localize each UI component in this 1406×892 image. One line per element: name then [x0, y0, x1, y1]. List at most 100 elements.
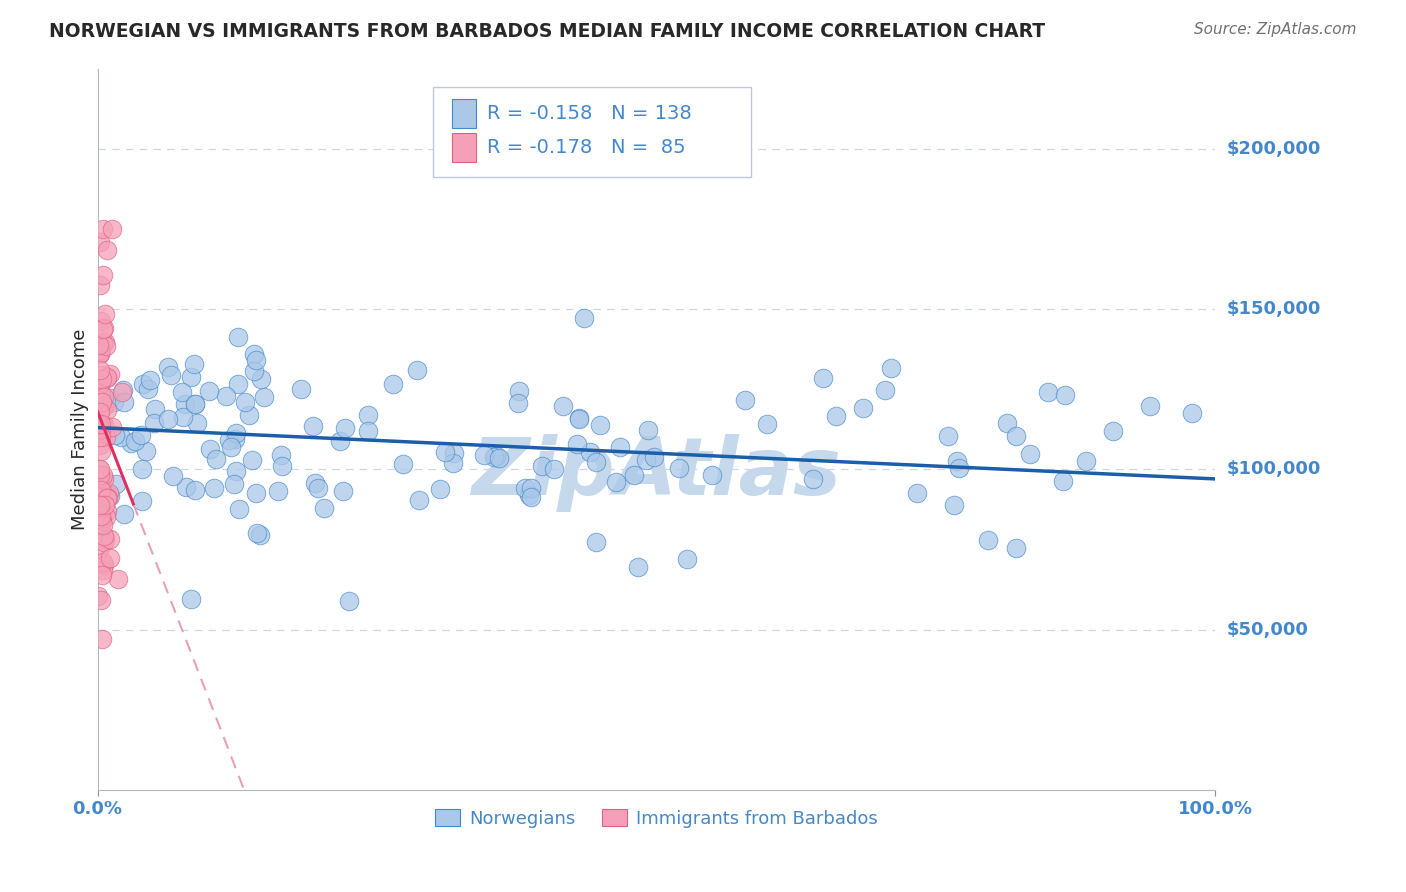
- Point: [267, 483, 290, 498]
- Point: [222, 476, 245, 491]
- Point: [513, 482, 536, 496]
- Point: [224, 433, 246, 447]
- Point: [94, 334, 117, 349]
- Point: [543, 462, 565, 476]
- Point: [391, 457, 413, 471]
- Point: [89, 498, 111, 512]
- Point: [880, 361, 903, 376]
- Point: [250, 372, 273, 386]
- Point: [170, 385, 193, 400]
- Point: [94, 510, 117, 524]
- Point: [482, 450, 505, 465]
- Point: [520, 491, 543, 505]
- Point: [243, 364, 266, 378]
- Text: $200,000: $200,000: [1226, 140, 1320, 158]
- Point: [89, 462, 111, 476]
- Point: [337, 593, 360, 607]
- Point: [433, 444, 456, 458]
- Point: [568, 411, 591, 425]
- Point: [105, 477, 128, 491]
- Point: [91, 555, 114, 569]
- Point: [96, 504, 118, 518]
- Point: [93, 528, 115, 542]
- Point: [551, 399, 574, 413]
- Point: [90, 368, 112, 382]
- Point: [135, 444, 157, 458]
- Point: [93, 472, 115, 486]
- Point: [93, 390, 115, 404]
- Point: [675, 552, 697, 566]
- Point: [98, 489, 121, 503]
- Point: [568, 411, 591, 425]
- Point: [101, 419, 124, 434]
- Point: [89, 406, 111, 420]
- Point: [89, 500, 111, 514]
- Text: R = -0.178   N =  85: R = -0.178 N = 85: [486, 138, 685, 157]
- Point: [357, 424, 380, 438]
- Point: [98, 532, 121, 546]
- Point: [240, 453, 263, 467]
- Point: [96, 339, 118, 353]
- Point: [198, 442, 221, 456]
- Point: [139, 373, 162, 387]
- Point: [519, 481, 541, 495]
- Point: [91, 322, 114, 336]
- Point: [93, 488, 115, 502]
- Point: [90, 443, 112, 458]
- Point: [873, 383, 896, 397]
- Point: [94, 499, 117, 513]
- Point: [1038, 384, 1060, 399]
- Point: [472, 448, 495, 462]
- Point: [90, 314, 112, 328]
- Point: [443, 446, 465, 460]
- Point: [245, 352, 267, 367]
- Point: [183, 397, 205, 411]
- Point: [94, 307, 117, 321]
- Point: [1074, 454, 1097, 468]
- Point: [90, 593, 112, 607]
- Point: [93, 534, 115, 549]
- Point: [936, 428, 959, 442]
- Point: [198, 384, 221, 398]
- Point: [226, 377, 249, 392]
- Point: [96, 370, 118, 384]
- Point: [218, 433, 240, 447]
- Point: [98, 550, 121, 565]
- Point: [97, 486, 120, 500]
- Point: [90, 512, 112, 526]
- Point: [89, 278, 111, 293]
- Text: ZipAtlas: ZipAtlas: [471, 434, 841, 511]
- Point: [87, 417, 110, 432]
- Point: [93, 321, 115, 335]
- Point: [1052, 475, 1074, 489]
- Point: [174, 397, 197, 411]
- Point: [90, 417, 112, 431]
- Point: [98, 391, 121, 405]
- Point: [214, 389, 236, 403]
- Point: [89, 487, 111, 501]
- Point: [249, 528, 271, 542]
- Point: [184, 396, 207, 410]
- Point: [1019, 447, 1042, 461]
- Point: [1139, 399, 1161, 413]
- Point: [93, 399, 115, 413]
- Point: [89, 423, 111, 437]
- Point: [96, 370, 118, 384]
- Point: [623, 468, 645, 483]
- Point: [89, 235, 111, 249]
- Point: [238, 409, 260, 423]
- Point: [143, 416, 166, 430]
- Point: [96, 491, 118, 506]
- Point: [357, 408, 380, 422]
- Point: [332, 483, 354, 498]
- Point: [143, 401, 166, 416]
- Point: [1102, 424, 1125, 438]
- Point: [94, 430, 117, 444]
- FancyBboxPatch shape: [433, 87, 751, 177]
- Point: [225, 426, 247, 441]
- Point: [643, 450, 665, 464]
- Point: [824, 409, 846, 423]
- Point: [977, 533, 1000, 548]
- Point: [441, 457, 464, 471]
- Point: [89, 363, 111, 377]
